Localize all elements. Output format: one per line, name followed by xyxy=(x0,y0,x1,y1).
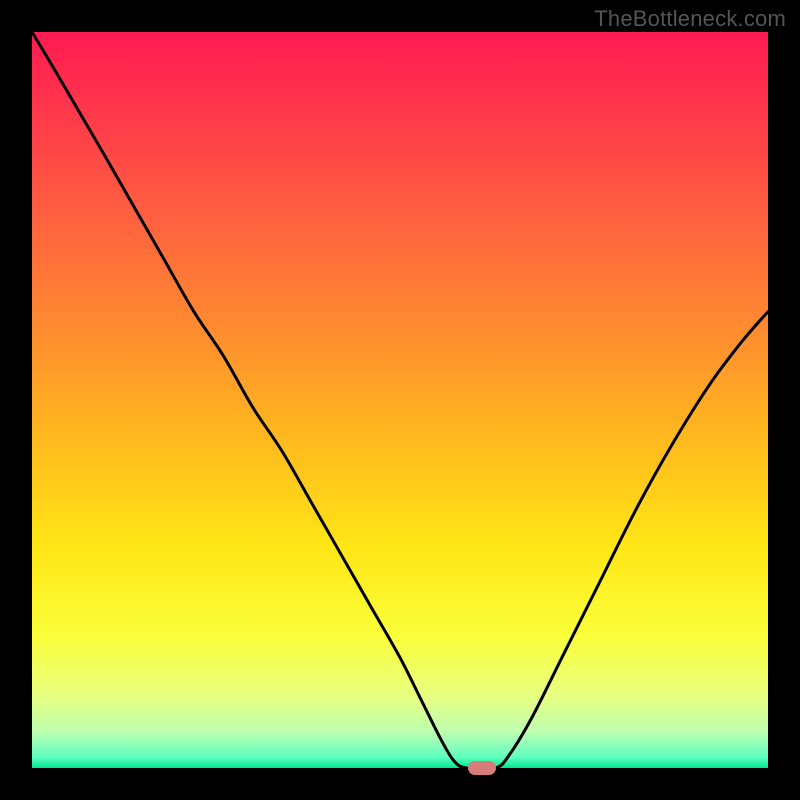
optimal-point-marker xyxy=(468,761,496,775)
bottleneck-chart xyxy=(0,0,800,800)
chart-container: TheBottleneck.com xyxy=(0,0,800,800)
watermark-label: TheBottleneck.com xyxy=(594,6,786,32)
